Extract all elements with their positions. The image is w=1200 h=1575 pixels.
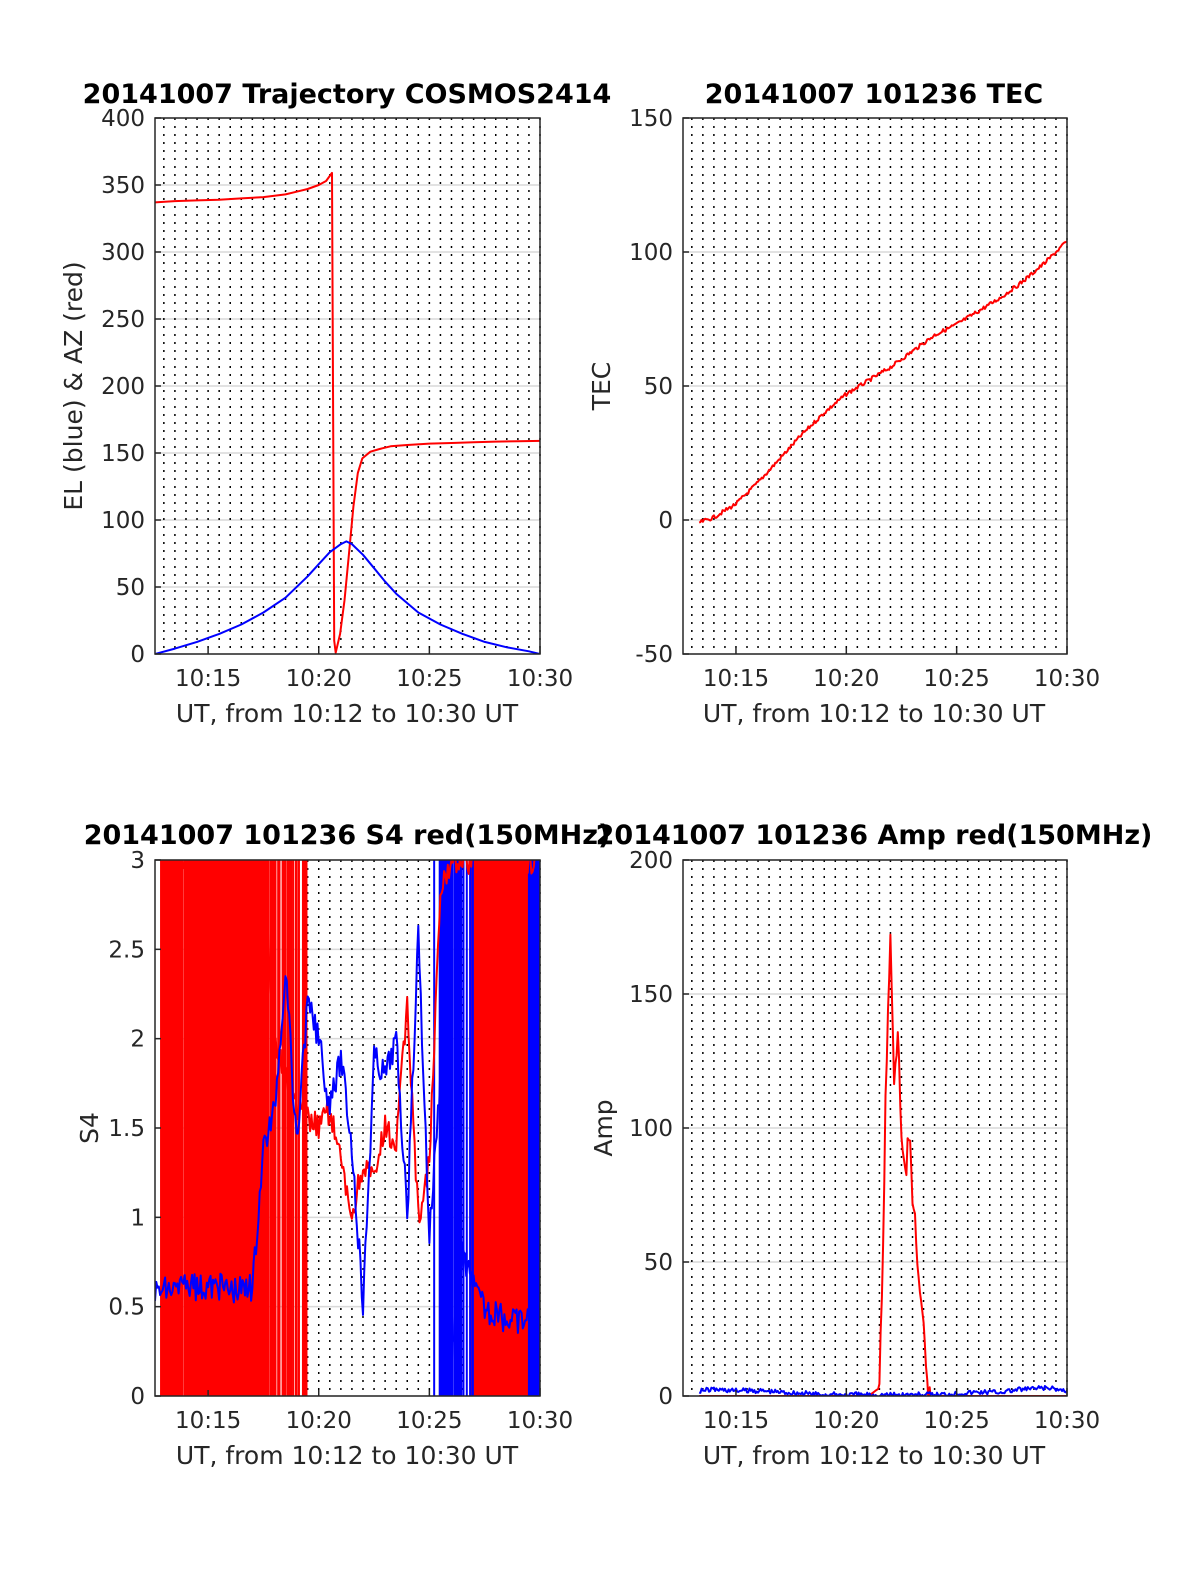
x-tick-label: 10:30 xyxy=(1034,666,1100,692)
s4-xlabel: UT, from 10:12 to 10:30 UT xyxy=(176,1441,519,1470)
x-tick-label: 10:25 xyxy=(396,1408,462,1434)
amp-series-red xyxy=(699,933,1067,1396)
x-tick-label: 10:25 xyxy=(396,666,462,692)
amp-plot-area xyxy=(698,933,1067,1396)
x-tick-label: 10:20 xyxy=(813,1408,879,1434)
tec-title: 20141007 101236 TEC xyxy=(705,79,1044,110)
s4-title: 20141007 101236 S4 red(150MHz) xyxy=(84,820,611,851)
s4-ylabel: S4 xyxy=(75,1112,104,1144)
tec-grid xyxy=(683,117,1068,655)
y-tick-label: 50 xyxy=(116,575,145,601)
y-tick-label: 0 xyxy=(130,642,145,668)
y-tick-label: 2.5 xyxy=(108,937,145,963)
y-tick-label: 100 xyxy=(629,1116,673,1142)
s4-series-red xyxy=(159,860,537,1224)
x-tick-label: 10:20 xyxy=(286,666,352,692)
trajectory-plot-area xyxy=(155,171,540,654)
tec-x-ticks: 10:15 10:20 10:25 10:30 xyxy=(703,648,1100,692)
x-tick-label: 10:15 xyxy=(175,1408,241,1434)
x-tick-label: 10:30 xyxy=(1034,1408,1100,1434)
y-tick-label: 0.5 xyxy=(108,1295,145,1321)
y-tick-label: 150 xyxy=(629,982,673,1008)
x-tick-label: 10:15 xyxy=(175,666,241,692)
y-tick-label: 2 xyxy=(130,1027,145,1053)
y-tick-label: 250 xyxy=(101,307,145,333)
x-tick-label: 10:30 xyxy=(507,666,573,692)
y-tick-label: 3 xyxy=(130,848,145,874)
trajectory-y-ticks: 0 50 100 150 200 250 300 350 400 xyxy=(101,106,161,668)
tec-xlabel: UT, from 10:12 to 10:30 UT xyxy=(703,699,1046,728)
s4-panel: 20141007 101236 S4 red(150MHz) 10:15 10:2… xyxy=(75,820,610,1470)
tec-ylabel: TEC xyxy=(587,362,616,412)
y-tick-label: 150 xyxy=(101,441,145,467)
y-tick-label: 50 xyxy=(644,374,673,400)
y-tick-label: 0 xyxy=(130,1384,145,1410)
y-tick-label: 0 xyxy=(658,508,673,534)
trajectory-ylabel: EL (blue) & AZ (red) xyxy=(59,261,88,510)
amp-y-ticks: 0 50 100 150 200 xyxy=(629,848,689,1410)
trajectory-x-ticks: 10:15 10:20 10:25 10:30 xyxy=(175,648,573,692)
y-tick-label: 200 xyxy=(101,374,145,400)
y-tick-label: 100 xyxy=(629,240,673,266)
trajectory-grid xyxy=(155,117,541,655)
x-tick-label: 10:15 xyxy=(703,1408,769,1434)
amp-series-blue xyxy=(698,1385,1067,1396)
tec-series-red xyxy=(698,240,1067,524)
x-tick-label: 10:15 xyxy=(703,666,769,692)
y-tick-label: 100 xyxy=(101,508,145,534)
x-tick-label: 10:30 xyxy=(507,1408,573,1434)
trajectory-xlabel: UT, from 10:12 to 10:30 UT xyxy=(176,699,519,728)
y-tick-label: 1 xyxy=(130,1205,145,1231)
trajectory-series-red xyxy=(155,171,540,654)
amp-title: 20141007 101236 Amp red(150MHz) xyxy=(596,820,1153,851)
tec-plot-area xyxy=(698,240,1067,524)
y-tick-label: -50 xyxy=(635,642,673,668)
y-tick-label: 50 xyxy=(644,1250,673,1276)
s4-y-ticks: 0 0.5 1 1.5 2 2.5 3 xyxy=(108,848,161,1410)
x-tick-label: 10:25 xyxy=(924,1408,990,1434)
x-tick-label: 10:25 xyxy=(924,666,990,692)
y-tick-label: 350 xyxy=(101,173,145,199)
y-tick-label: 200 xyxy=(629,848,673,874)
x-tick-label: 10:20 xyxy=(813,666,879,692)
tec-panel: 20141007 101236 TEC 10:15 10:20 10:25 10:30… xyxy=(587,79,1100,728)
amp-grid xyxy=(683,859,1068,1397)
trajectory-series-blue xyxy=(155,540,540,654)
trajectory-title: 20141007 Trajectory COSMOS2414 xyxy=(83,79,612,110)
s4-series-blue xyxy=(155,924,538,1374)
s4-plot-area xyxy=(155,860,540,1396)
y-tick-label: 300 xyxy=(101,240,145,266)
y-tick-label: 150 xyxy=(629,106,673,132)
y-tick-label: 0 xyxy=(658,1384,673,1410)
amp-panel: 20141007 101236 Amp red(150MHz) 10:15 10:… xyxy=(589,820,1152,1470)
y-tick-label: 1.5 xyxy=(108,1116,145,1142)
s4-x-ticks: 10:15 10:20 10:25 10:30 xyxy=(175,1390,573,1434)
amp-x-ticks: 10:15 10:20 10:25 10:30 xyxy=(703,1390,1100,1434)
trajectory-panel: 20141007 Trajectory COSMOS2414 10:15 10:2… xyxy=(59,79,611,728)
y-tick-label: 400 xyxy=(101,106,145,132)
amp-ylabel: Amp xyxy=(589,1099,618,1156)
tec-y-ticks: -50 0 50 100 150 xyxy=(629,106,689,668)
amp-xlabel: UT, from 10:12 to 10:30 UT xyxy=(703,1441,1046,1470)
x-tick-label: 10:20 xyxy=(286,1408,352,1434)
